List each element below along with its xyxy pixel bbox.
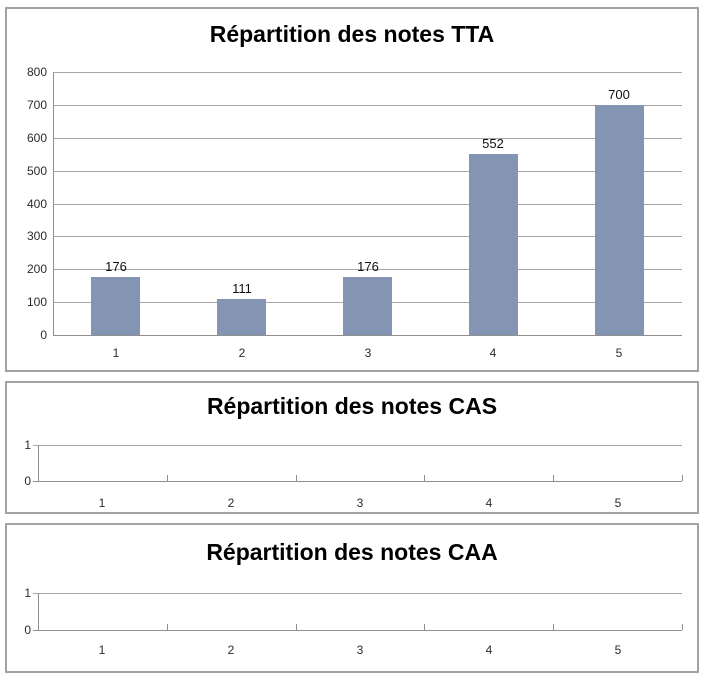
x-axis-line xyxy=(33,630,682,631)
x-axis-tick xyxy=(553,475,554,481)
x-tick-label: 2 xyxy=(238,346,246,360)
plot-area-caa: 1 0 1 2 3 4 5 xyxy=(7,525,697,671)
x-tick-label: 2 xyxy=(227,643,235,657)
chart-title-tta: Répartition des notes TTA xyxy=(209,21,495,47)
y-tick-label: 400 xyxy=(26,197,47,211)
x-tick-label: 4 xyxy=(489,346,497,360)
x-tick-label: 3 xyxy=(364,346,372,360)
y-tick-label: 700 xyxy=(26,98,47,112)
y-tick-label: 100 xyxy=(26,295,47,309)
data-label: 176 xyxy=(105,259,127,274)
x-axis-line xyxy=(33,481,682,482)
chart-cas[interactable]: Répartition des notes CAS 1 0 1 2 3 4 5 xyxy=(5,381,699,514)
gridline xyxy=(53,236,682,237)
gridline xyxy=(53,204,682,205)
bar-category-4[interactable] xyxy=(469,154,518,335)
x-tick-label: 5 xyxy=(615,346,623,360)
x-tick-label: 4 xyxy=(485,496,493,510)
x-tick-label: 1 xyxy=(98,643,106,657)
x-tick-label: 1 xyxy=(112,346,120,360)
y-tick-label: 600 xyxy=(26,131,47,145)
data-label: 700 xyxy=(608,87,630,102)
plot-area-cas: 1 0 1 2 3 4 5 xyxy=(7,383,697,512)
y-tick-label: 800 xyxy=(26,65,47,79)
chart-title-cas: Répartition des notes CAS xyxy=(206,393,498,419)
bar-category-2[interactable] xyxy=(217,299,266,335)
y-tick-label: 200 xyxy=(26,262,47,276)
y-tick-label: 500 xyxy=(26,164,47,178)
x-tick-label: 5 xyxy=(614,643,622,657)
x-tick-label: 5 xyxy=(614,496,622,510)
x-tick-label: 1 xyxy=(98,496,106,510)
x-axis-tick xyxy=(424,624,425,630)
y-tick-label: 0 xyxy=(24,623,31,637)
gridline xyxy=(53,72,682,73)
x-tick-label: 3 xyxy=(356,643,364,657)
chart-caa[interactable]: Répartition des notes CAA 1 0 1 2 3 4 5 xyxy=(5,523,699,673)
x-axis-line xyxy=(53,335,682,336)
x-axis-tick xyxy=(167,624,168,630)
data-label: 176 xyxy=(357,259,379,274)
x-axis-tick xyxy=(424,475,425,481)
x-tick-label: 4 xyxy=(485,643,493,657)
chart-tta[interactable]: Répartition des notes TTA 800 700 600 500 40… xyxy=(5,7,699,372)
gridline xyxy=(53,105,682,106)
y-tick-label: 1 xyxy=(24,438,31,452)
y-axis-line xyxy=(38,445,39,481)
bar-category-3[interactable] xyxy=(343,277,392,335)
y-tick-label: 0 xyxy=(40,328,47,342)
x-axis-tick xyxy=(167,475,168,481)
plot-area-tta: 800 700 600 500 400 300 200 100 0 176 111 176 552 700… xyxy=(7,9,697,370)
y-tick-label: 0 xyxy=(24,474,31,488)
gridline xyxy=(33,445,682,446)
chart-title-caa: Répartition des notes CAA xyxy=(206,539,498,565)
data-label: 111 xyxy=(232,281,252,296)
x-tick-label: 2 xyxy=(227,496,235,510)
y-tick-label: 300 xyxy=(26,229,47,243)
y-axis-line xyxy=(38,593,39,630)
gridline xyxy=(53,138,682,139)
bar-category-5[interactable] xyxy=(595,105,644,335)
x-axis-tick xyxy=(682,624,683,630)
gridline xyxy=(33,593,682,594)
x-axis-tick xyxy=(296,624,297,630)
gridline xyxy=(53,269,682,270)
y-axis-line xyxy=(53,72,54,335)
x-tick-label: 3 xyxy=(356,496,364,510)
data-label: 552 xyxy=(482,136,504,151)
bar-category-1[interactable] xyxy=(91,277,140,335)
y-tick-label: 1 xyxy=(24,586,31,600)
x-axis-tick xyxy=(553,624,554,630)
x-axis-tick xyxy=(296,475,297,481)
gridline xyxy=(53,171,682,172)
x-axis-tick xyxy=(682,475,683,481)
